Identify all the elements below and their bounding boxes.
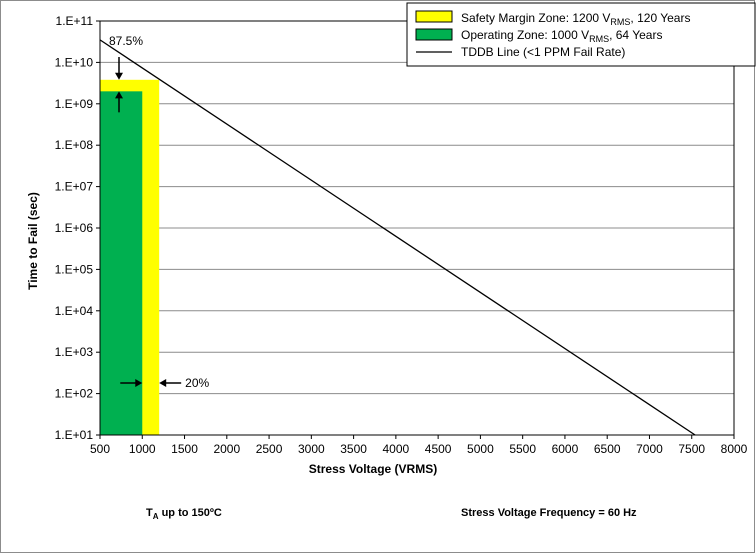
y-tick-label: 1.E+11 <box>56 14 94 28</box>
legend-label-operating: Operating Zone: 1000 VRMS, 64 Years <box>461 28 662 44</box>
x-tick-label: 8000 <box>721 442 748 456</box>
frequency-note: Stress Voltage Frequency = 60 Hz <box>461 507 637 519</box>
y-tick-label: 1.E+10 <box>55 55 94 69</box>
margin-time-arrowhead-up <box>115 91 123 99</box>
axes: 1.E+01 1.E+02 1.E+03 1.E+04 1.E+05 1.E+06 1.E+… <box>55 14 748 456</box>
x-tick-label: 7500 <box>678 442 705 456</box>
zone-bars <box>100 79 160 436</box>
y-tick-label: 1.E+09 <box>55 97 94 111</box>
y-tick-label: 1.E+07 <box>55 180 94 194</box>
x-axis-title: Stress Voltage (VRMS) <box>309 462 437 476</box>
y-tick-label: 1.E+06 <box>55 221 94 235</box>
x-tick-label: 3500 <box>340 442 367 456</box>
legend-label-tddb: TDDB Line (<1 PPM Fail Rate) <box>461 45 625 59</box>
y-tick-label: 1.E+04 <box>55 304 94 318</box>
x-tick-label: 5500 <box>509 442 536 456</box>
margin-time-label: 87.5% <box>109 34 143 48</box>
x-tick-label: 4500 <box>425 442 452 456</box>
margin-voltage-arrowhead-left <box>159 379 167 388</box>
y-axis-title: Time to Fail (sec) <box>26 192 40 290</box>
x-tick-label: 7000 <box>636 442 663 456</box>
margin-time-arrowhead-down <box>115 72 123 80</box>
x-tick-label: 1500 <box>171 442 198 456</box>
x-tick-label: 500 <box>90 442 110 456</box>
y-tick-label: 1.E+02 <box>55 387 94 401</box>
y-tick-label: 1.E+01 <box>55 428 94 442</box>
legend-swatch-operating <box>415 28 453 41</box>
legend-label-safety: Safety Margin Zone: 1200 VRMS, 120 Years <box>461 11 690 27</box>
gridlines <box>100 61 734 395</box>
x-tick-label: 6000 <box>552 442 579 456</box>
margin-voltage-arrowhead-right <box>135 379 143 388</box>
x-tick-label: 3000 <box>298 442 325 456</box>
y-tick-label: 1.E+03 <box>55 345 94 359</box>
x-tick-label: 1000 <box>129 442 156 456</box>
x-tick-label: 6500 <box>594 442 621 456</box>
y-tick-label: 1.E+05 <box>55 262 94 276</box>
series-lines <box>99 39 696 436</box>
temperature-note: TA up to 150ºC <box>146 507 222 521</box>
operating-zone <box>100 91 143 436</box>
x-tick-label: 4000 <box>383 442 410 456</box>
y-tick-label: 1.E+08 <box>55 138 94 152</box>
annotations: 87.5% 20% <box>109 34 210 390</box>
margin-voltage-label: 20% <box>185 376 209 390</box>
x-tick-label: 2500 <box>256 442 283 456</box>
legend-box <box>406 2 756 67</box>
x-tick-label: 2000 <box>213 442 240 456</box>
legend-swatch-safety <box>415 10 453 23</box>
x-tick-label: 5000 <box>467 442 494 456</box>
tddb-line <box>99 39 696 436</box>
legend: Safety Margin Zone: 1200 VRMS, 120 Years… <box>406 2 756 67</box>
